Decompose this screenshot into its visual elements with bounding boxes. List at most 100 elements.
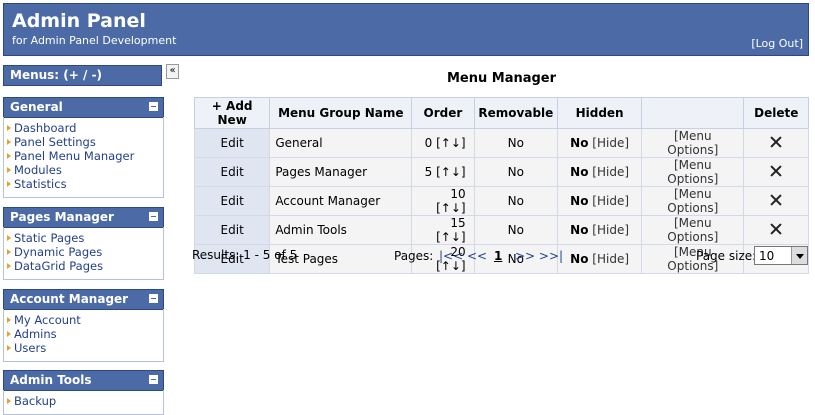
- header-cell: [641, 97, 745, 129]
- group-name: Account Manager: [269, 186, 413, 216]
- group-title: Account Manager: [10, 292, 129, 306]
- hidden-cell: No [Hide]: [557, 244, 643, 274]
- reorder-link[interactable]: [↑↓]: [436, 230, 466, 244]
- logout-link[interactable]: [Log Out]: [751, 37, 803, 50]
- group-header[interactable]: Account Manager: [3, 289, 164, 310]
- menu-link[interactable]: Panel Menu Manager: [4, 149, 163, 163]
- hide-link[interactable]: [Hide]: [592, 252, 630, 266]
- header-subtitle: for Admin Panel Development: [12, 34, 177, 47]
- table-row: Edit Pages Manager 5 [↑↓] No No [Hide] [Menu …: [193, 157, 809, 187]
- edit-link[interactable]: Edit: [193, 186, 271, 216]
- order-cell: 20 [↑↓]: [411, 244, 475, 274]
- edit-link[interactable]: Edit: [193, 128, 271, 158]
- collapse-icon[interactable]: [149, 212, 158, 221]
- order-cell: 5 [↑↓]: [411, 157, 475, 187]
- hidden-value: No: [570, 223, 589, 237]
- removable-cell: No: [473, 215, 559, 245]
- menu-options-link[interactable]: [Menu Options]: [641, 128, 745, 158]
- order-cell: 10 [↑↓]: [411, 186, 475, 216]
- reorder-link[interactable]: [↑↓]: [436, 165, 466, 179]
- order-value: 15: [450, 216, 466, 230]
- hide-link[interactable]: [Hide]: [592, 223, 630, 237]
- group-name: General: [269, 128, 413, 158]
- menu-link[interactable]: Dashboard: [4, 121, 163, 135]
- menu-link[interactable]: Modules: [4, 163, 163, 177]
- delete-cell: [743, 157, 809, 187]
- prev-links[interactable]: |<< <<: [439, 249, 488, 263]
- header: Admin Panel for Admin Panel Development …: [3, 3, 809, 56]
- edit-link[interactable]: Edit: [193, 244, 271, 274]
- menu-link[interactable]: Backup: [4, 394, 163, 408]
- collapse-icon[interactable]: [149, 102, 158, 111]
- order-value: 20: [450, 245, 466, 259]
- page-size-label: Page size:: [696, 249, 757, 263]
- menu-link[interactable]: Dynamic Pages: [4, 245, 163, 259]
- header-cell: Hidden: [557, 97, 643, 129]
- reorder-link[interactable]: [↑↓]: [436, 136, 466, 150]
- pages-label: Pages:: [394, 249, 434, 263]
- order-value: 5: [424, 165, 433, 179]
- hide-link[interactable]: [Hide]: [592, 165, 630, 179]
- collapse-button[interactable]: «: [166, 64, 179, 79]
- hidden-cell: No [Hide]: [557, 215, 643, 245]
- delete-icon[interactable]: [770, 194, 782, 206]
- collapse-icon[interactable]: [149, 375, 158, 384]
- menu-link[interactable]: Users: [4, 341, 163, 355]
- header-row: + Add New Menu Group Name Order Removable Hi…: [193, 97, 809, 129]
- menu-link[interactable]: Statistics: [4, 177, 163, 191]
- delete-icon[interactable]: [770, 165, 782, 177]
- group-items: Dashboard Panel Settings Panel Menu Manage…: [3, 117, 164, 198]
- header-cell: Removable: [473, 97, 559, 129]
- table-row: Edit Admin Tools 15 [↑↓] No No [Hide] [Menu O…: [193, 215, 809, 245]
- reorder-link[interactable]: [↑↓]: [436, 259, 466, 273]
- hide-link[interactable]: [Hide]: [592, 194, 630, 208]
- hidden-cell: No [Hide]: [557, 186, 643, 216]
- order-cell: 0 [↑↓]: [411, 128, 475, 158]
- order-value: 10: [450, 187, 466, 201]
- results-text: Results: 1 - 5 of 5: [192, 248, 298, 262]
- delete-cell: [743, 215, 809, 245]
- hide-link[interactable]: [Hide]: [592, 136, 630, 150]
- group-items: Static Pages Dynamic Pages DataGrid Pages: [3, 227, 164, 280]
- group-header[interactable]: General: [3, 97, 164, 118]
- order-cell: 15 [↑↓]: [411, 215, 475, 245]
- hidden-value: No: [570, 165, 589, 179]
- order-value: 0: [424, 136, 433, 150]
- delete-cell: [743, 186, 809, 216]
- dropdown-arrow[interactable]: [791, 247, 807, 264]
- group-header[interactable]: Pages Manager: [3, 207, 164, 228]
- collapse-icon[interactable]: [149, 294, 158, 303]
- menu-options-link[interactable]: [Menu Options]: [641, 186, 745, 216]
- reorder-link[interactable]: [↑↓]: [436, 201, 466, 215]
- menu-options-link[interactable]: [Menu Options]: [641, 215, 745, 245]
- menu-options-link[interactable]: [Menu Options]: [641, 244, 745, 274]
- group-title: General: [10, 100, 63, 114]
- edit-link[interactable]: Edit: [193, 157, 271, 187]
- page-size-select[interactable]: 10: [754, 246, 808, 265]
- group-title: Pages Manager: [10, 210, 114, 224]
- menu-link[interactable]: My Account: [4, 313, 163, 327]
- menu-link[interactable]: Admins: [4, 327, 163, 341]
- group-items: Backup: [3, 390, 164, 415]
- delete-icon[interactable]: [770, 136, 782, 148]
- group-header[interactable]: Admin Tools: [3, 370, 164, 391]
- removable-cell: No: [473, 128, 559, 158]
- delete-cell: [743, 128, 809, 158]
- next-links[interactable]: >> >>|: [515, 249, 564, 263]
- table-row: Edit General 0 [↑↓] No No [Hide] [Menu Option…: [193, 128, 809, 158]
- edit-link[interactable]: Edit: [193, 215, 271, 245]
- delete-icon[interactable]: [770, 223, 782, 235]
- menu-link[interactable]: Panel Settings: [4, 135, 163, 149]
- header-cell[interactable]: + Add New: [193, 97, 271, 129]
- group-name: Admin Tools: [269, 215, 413, 245]
- group-title: Admin Tools: [10, 373, 92, 387]
- menus-bar[interactable]: Menus: (+ / -): [3, 65, 162, 86]
- current-page[interactable]: 1: [494, 249, 503, 263]
- menu-options-link[interactable]: [Menu Options]: [641, 157, 745, 187]
- removable-cell: No: [473, 244, 559, 274]
- page: Admin Panel for Admin Panel Development …: [0, 0, 815, 405]
- menu-link[interactable]: Static Pages: [4, 231, 163, 245]
- header-cell: Menu Group Name: [269, 97, 413, 129]
- menu-link[interactable]: DataGrid Pages: [4, 259, 163, 273]
- header-cell: Delete: [743, 97, 809, 129]
